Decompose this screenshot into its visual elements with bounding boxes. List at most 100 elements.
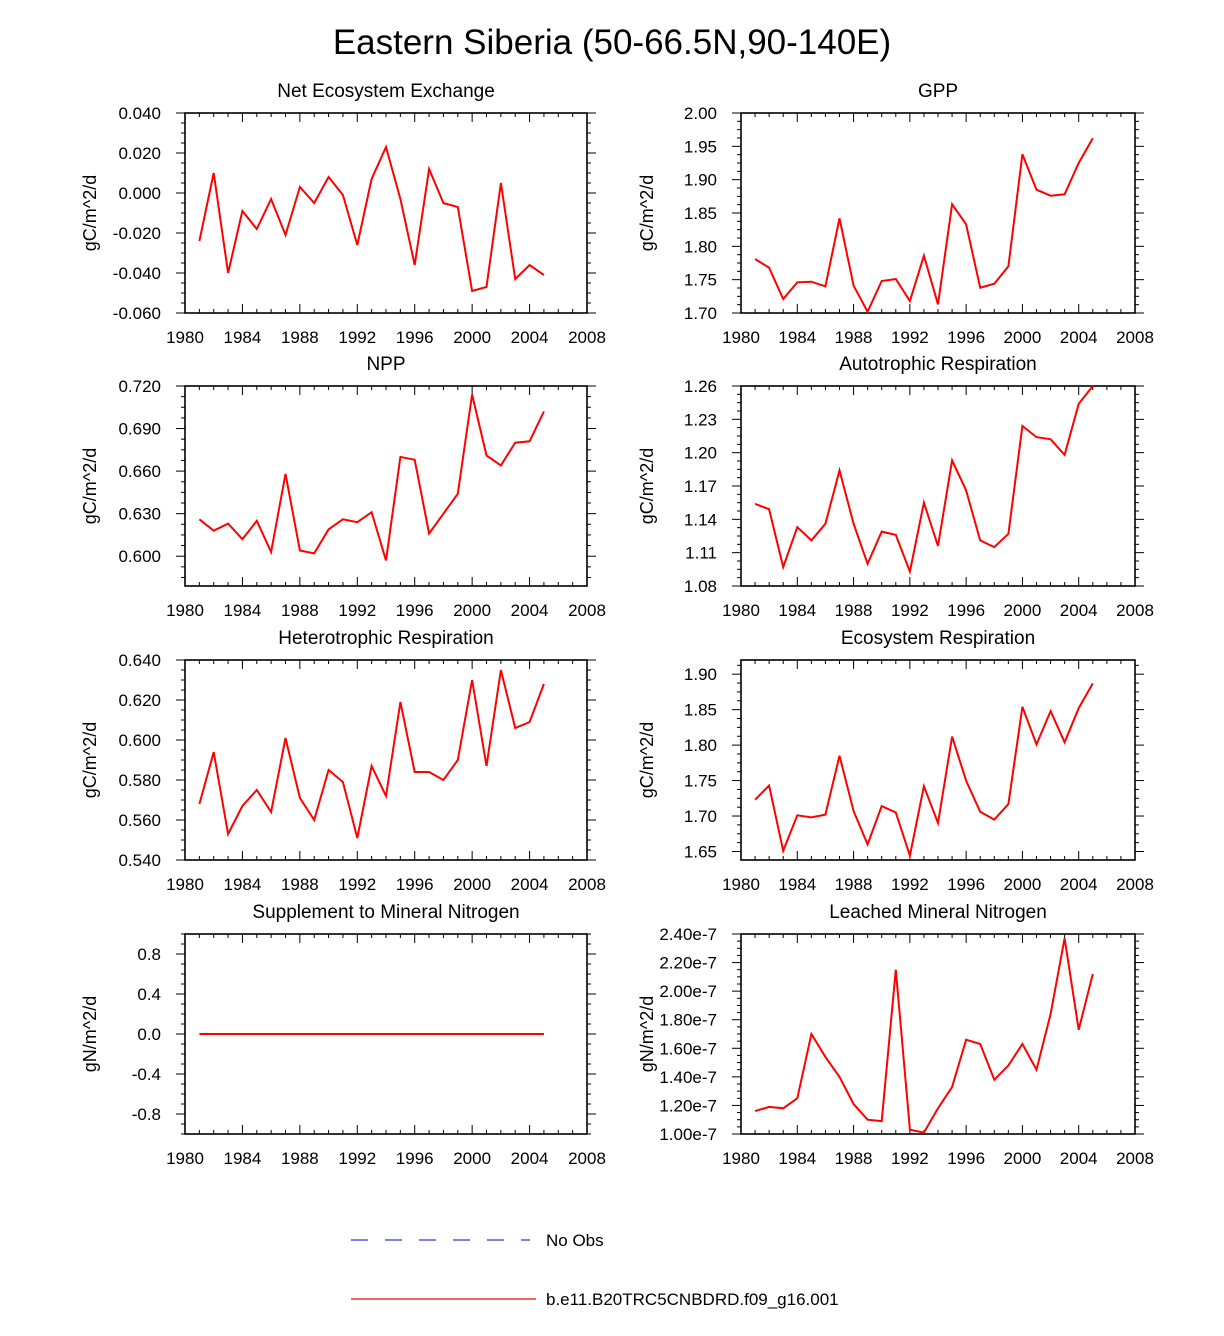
supplement-to-mineral-nitrogen-ylabel: gN/m^2/d — [80, 996, 100, 1072]
autotrophic-respiration-ytick-label: 1.20 — [684, 444, 717, 463]
panels: Net Ecosystem Exchange 1980 1984 1988 1992 19… — [80, 81, 1154, 1168]
net-ecosystem-exchange-frame — [184, 112, 588, 314]
npp-ytick-label: 0.600 — [118, 547, 161, 566]
supplement-to-mineral-nitrogen-ytick-label: 0.4 — [137, 985, 161, 1004]
gpp-xtick-label: 1996 — [947, 328, 985, 347]
autotrophic-respiration-ytick-label: 1.23 — [684, 410, 717, 429]
net-ecosystem-exchange-xtick-label: 1996 — [396, 328, 434, 347]
ecosystem-respiration-ytick-label: 1.75 — [684, 772, 717, 791]
ecosystem-respiration-xtick-label: 2000 — [1004, 875, 1042, 894]
supplement-to-mineral-nitrogen-xtick-label: 1988 — [281, 1149, 319, 1168]
npp-xtick-label: 2004 — [511, 601, 549, 620]
npp-xtick-label: 1996 — [396, 601, 434, 620]
npp-series-line — [198, 394, 545, 561]
leached-mineral-nitrogen-series-line — [754, 938, 1094, 1134]
gpp-xtick-label: 1984 — [778, 328, 816, 347]
heterotrophic-respiration-xtick-label: 2000 — [453, 875, 491, 894]
legend-label-model: b.e11.B20TRC5CNBDRD.f09_g16.001 — [546, 1290, 839, 1309]
autotrophic-respiration-xtick-label: 2004 — [1060, 601, 1098, 620]
ecosystem-respiration-ytick-label: 1.85 — [684, 701, 717, 720]
leached-mineral-nitrogen-ytick-label: 1.00e-7 — [659, 1125, 717, 1144]
npp-xtick-label: 2008 — [568, 601, 606, 620]
autotrophic-respiration-xtick-label: 1996 — [947, 601, 985, 620]
gpp-xtick-label: 1980 — [722, 328, 760, 347]
gpp-ytick-label: 2.00 — [684, 104, 717, 123]
supplement-to-mineral-nitrogen-ytick-label: -0.8 — [132, 1105, 161, 1124]
heterotrophic-respiration-title: Heterotrophic Respiration — [278, 628, 493, 649]
gpp-ytick-label: 1.95 — [684, 137, 717, 156]
npp-xtick-label: 1992 — [338, 601, 376, 620]
net-ecosystem-exchange-title: Net Ecosystem Exchange — [277, 81, 495, 102]
npp-ytick-label: 0.690 — [118, 420, 161, 439]
net-ecosystem-exchange-xtick-label: 1984 — [224, 328, 262, 347]
autotrophic-respiration-xtick-label: 2000 — [1004, 601, 1042, 620]
heterotrophic-respiration-ytick-label: 0.540 — [118, 851, 161, 870]
npp-xtick-label: 1984 — [224, 601, 262, 620]
heterotrophic-respiration-xtick-label: 1992 — [338, 875, 376, 894]
autotrophic-respiration-xtick-label: 1992 — [891, 601, 929, 620]
autotrophic-respiration-ytick-label: 1.14 — [684, 510, 717, 529]
autotrophic-respiration-ytick-label: 1.08 — [684, 577, 717, 596]
net-ecosystem-exchange-xtick-label: 2004 — [511, 328, 549, 347]
net-ecosystem-exchange-ytick-label: -0.060 — [113, 304, 161, 323]
legend: No Obs b.e11.B20TRC5CNBDRD.f09_g16.001 — [351, 1231, 839, 1309]
heterotrophic-respiration-frame — [184, 659, 588, 861]
panel-autotrophic-respiration: Autotrophic Respiration 1980 1984 1988 1992 1… — [637, 354, 1154, 620]
leached-mineral-nitrogen-frame — [740, 933, 1136, 1135]
figure-title: Eastern Siberia (50-66.5N,90-140E) — [333, 23, 891, 62]
gpp-ytick-label: 1.70 — [684, 304, 717, 323]
ecosystem-respiration-frame — [740, 659, 1136, 861]
ecosystem-respiration-series-line — [754, 682, 1094, 860]
panel-ecosystem-respiration: Ecosystem Respiration 1980 1984 1988 1992 199… — [637, 628, 1154, 894]
ecosystem-respiration-ytick-label: 1.65 — [684, 842, 717, 861]
autotrophic-respiration-ytick-label: 1.26 — [684, 377, 717, 396]
ecosystem-respiration-xtick-label: 1980 — [722, 875, 760, 894]
heterotrophic-respiration-ytick-label: 0.560 — [118, 811, 161, 830]
leached-mineral-nitrogen-xtick-label: 1996 — [947, 1149, 985, 1168]
npp-xtick-label: 2000 — [453, 601, 491, 620]
net-ecosystem-exchange-xtick-label: 1992 — [338, 328, 376, 347]
leached-mineral-nitrogen-ytick-label: 1.80e-7 — [659, 1011, 717, 1030]
leached-mineral-nitrogen-ytick-label: 1.40e-7 — [659, 1068, 717, 1087]
heterotrophic-respiration-ytick-label: 0.640 — [118, 651, 161, 670]
net-ecosystem-exchange-ytick-label: 0.000 — [118, 184, 161, 203]
autotrophic-respiration-xtick-label: 1984 — [778, 601, 816, 620]
heterotrophic-respiration-xtick-label: 2004 — [511, 875, 549, 894]
leached-mineral-nitrogen-xtick-label: 1988 — [835, 1149, 873, 1168]
supplement-to-mineral-nitrogen-ytick-label: -0.4 — [132, 1065, 161, 1084]
net-ecosystem-exchange-ytick-label: -0.040 — [113, 264, 161, 283]
net-ecosystem-exchange-series-line — [198, 144, 545, 293]
gpp-xtick-label: 2000 — [1004, 328, 1042, 347]
npp-ytick-label: 0.720 — [118, 377, 161, 396]
gpp-title: GPP — [918, 81, 958, 102]
panel-gpp: GPP 1980 1984 1988 1992 1996 2000 2004 2008 1.70 1… — [637, 81, 1154, 347]
panel-supplement-to-mineral-nitrogen: Supplement to Mineral Nitrogen 1980 1984 19… — [80, 902, 606, 1168]
supplement-to-mineral-nitrogen-xtick-label: 2000 — [453, 1149, 491, 1168]
leached-mineral-nitrogen-title: Leached Mineral Nitrogen — [829, 902, 1047, 923]
leached-mineral-nitrogen-ytick-label: 1.60e-7 — [659, 1039, 717, 1058]
net-ecosystem-exchange-xtick-label: 1988 — [281, 328, 319, 347]
leached-mineral-nitrogen-xtick-label: 2008 — [1116, 1149, 1154, 1168]
heterotrophic-respiration-xtick-label: 1984 — [224, 875, 262, 894]
net-ecosystem-exchange-ytick-label: -0.020 — [113, 224, 161, 243]
leached-mineral-nitrogen-ytick-label: 2.40e-7 — [659, 925, 717, 944]
net-ecosystem-exchange-ytick-label: 0.040 — [118, 104, 161, 123]
leached-mineral-nitrogen-ylabel: gN/m^2/d — [637, 996, 657, 1072]
gpp-xtick-label: 1988 — [835, 328, 873, 347]
autotrophic-respiration-xtick-label: 1988 — [835, 601, 873, 620]
gpp-ytick-label: 1.80 — [684, 237, 717, 256]
heterotrophic-respiration-ytick-label: 0.620 — [118, 691, 161, 710]
gpp-series-line — [754, 137, 1094, 314]
leached-mineral-nitrogen-xtick-label: 2004 — [1060, 1149, 1098, 1168]
autotrophic-respiration-ytick-label: 1.11 — [685, 544, 717, 563]
leached-mineral-nitrogen-xtick-label: 2000 — [1004, 1149, 1042, 1168]
heterotrophic-respiration-ytick-label: 0.580 — [118, 771, 161, 790]
net-ecosystem-exchange-ylabel: gC/m^2/d — [80, 175, 100, 251]
gpp-xtick-label: 2008 — [1116, 328, 1154, 347]
net-ecosystem-exchange-xtick-label: 2008 — [568, 328, 606, 347]
npp-ylabel: gC/m^2/d — [80, 448, 100, 524]
npp-title: NPP — [366, 354, 405, 375]
panel-net-ecosystem-exchange: Net Ecosystem Exchange 1980 1984 1988 1992 19… — [80, 81, 606, 347]
